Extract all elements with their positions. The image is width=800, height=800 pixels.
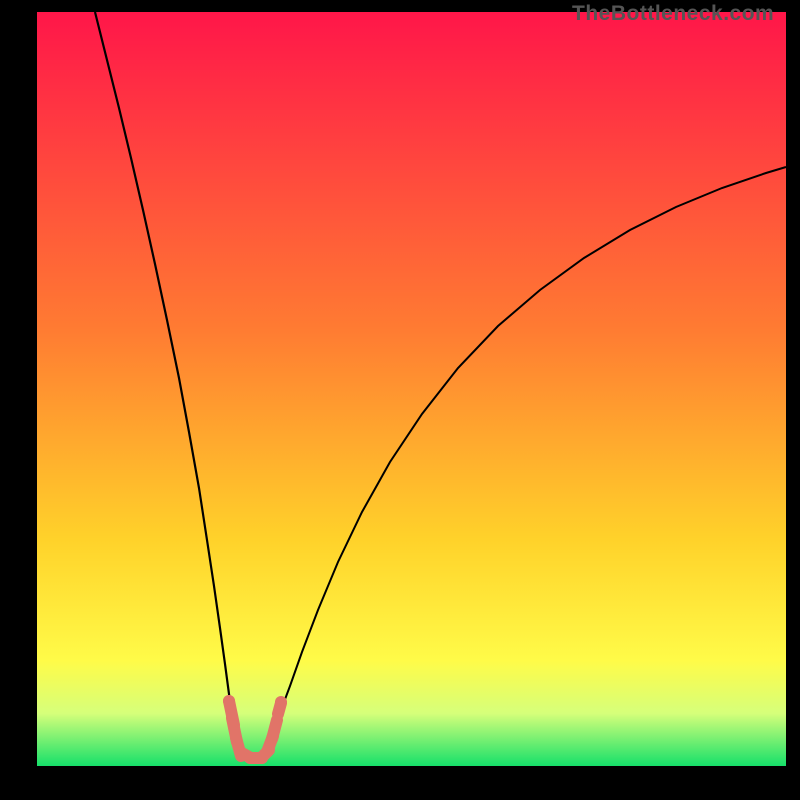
chart-frame: TheBottleneck.com xyxy=(0,0,800,800)
valley-segment xyxy=(272,720,277,739)
valley-dot xyxy=(223,695,235,707)
valley-dot xyxy=(275,696,287,708)
curve-left xyxy=(95,12,235,732)
curve-right xyxy=(275,167,786,726)
valley-overlay xyxy=(223,695,287,758)
chart-svg xyxy=(0,0,800,800)
